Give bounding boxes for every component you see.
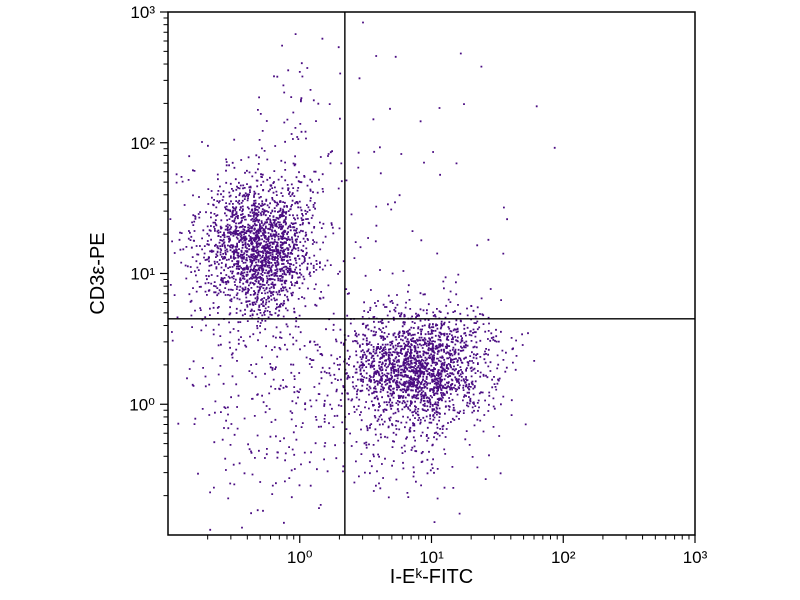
scatter-point-cloud <box>169 21 556 531</box>
x-tick-label: 10³ <box>683 548 708 567</box>
y-tick-label: 10¹ <box>130 265 155 284</box>
x-axis-label: I-Eᵏ-FITC <box>390 566 473 588</box>
x-tick-label: 10² <box>551 548 576 567</box>
x-tick-label: 10⁰ <box>287 548 313 567</box>
y-axis-label: CD3ε-PE <box>87 232 109 314</box>
axis-ticks: 10⁰ 10¹ 10² 10³ 10⁰ 10¹ 10² 10³ <box>129 3 707 567</box>
y-tick-label: 10² <box>130 134 155 153</box>
plot-border <box>167 11 696 536</box>
y-tick-label: 10³ <box>130 3 155 22</box>
scatter-points <box>169 21 556 531</box>
x-tick-label: 10¹ <box>419 548 444 567</box>
y-tick-label: 10⁰ <box>129 395 155 414</box>
